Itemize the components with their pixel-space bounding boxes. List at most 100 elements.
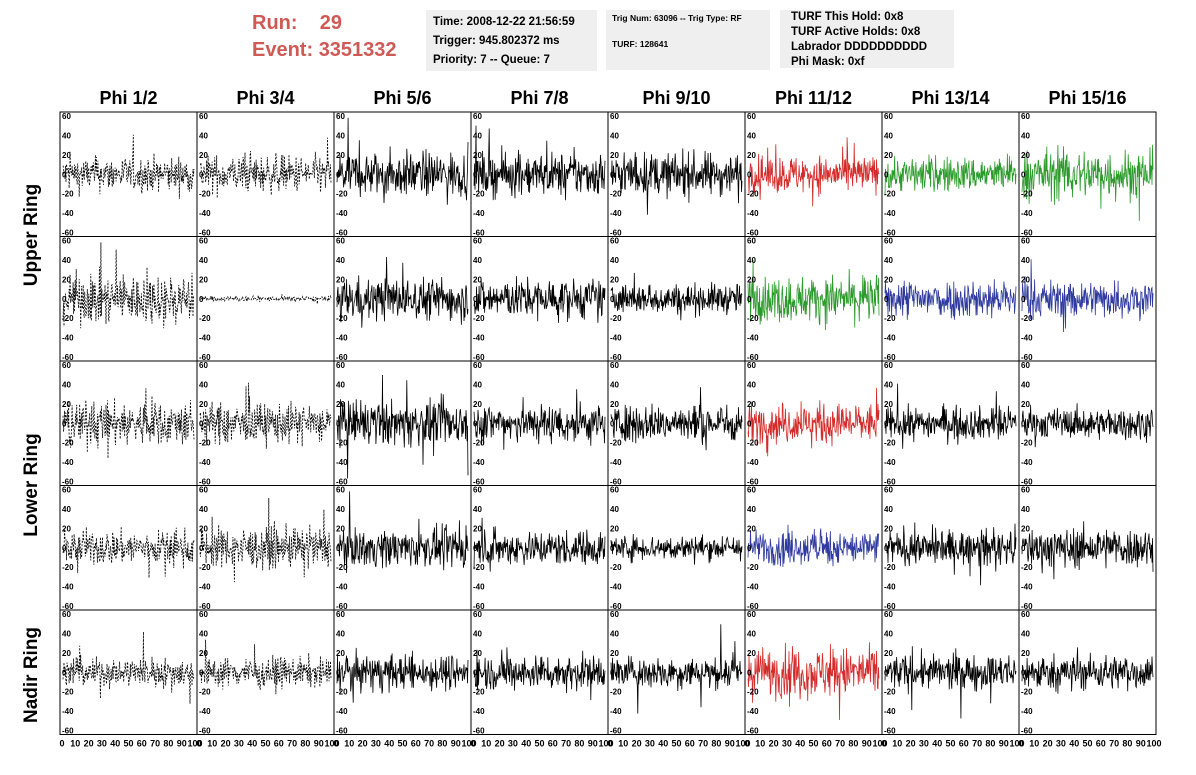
x-tick-label: 10 bbox=[481, 739, 491, 749]
y-tick-label: 20 bbox=[747, 275, 756, 284]
y-tick-label: 0 bbox=[199, 668, 204, 677]
x-tick-label: 30 bbox=[645, 739, 655, 749]
y-tick-label: -60 bbox=[473, 229, 485, 238]
x-tick-label: 40 bbox=[384, 739, 394, 749]
phi-mask-text: Phi Mask: 0xf bbox=[791, 56, 865, 68]
y-tick-label: 40 bbox=[610, 380, 619, 389]
y-tick-label: -20 bbox=[336, 563, 348, 572]
waveform-trace bbox=[747, 137, 880, 207]
y-tick-label: -40 bbox=[747, 707, 759, 716]
y-tick-label: 20 bbox=[1021, 400, 1030, 409]
y-tick-label: -20 bbox=[610, 439, 622, 448]
y-tick-label: 60 bbox=[199, 486, 208, 495]
y-tick-label: -20 bbox=[473, 190, 485, 199]
y-tick-label: -60 bbox=[473, 478, 485, 487]
y-tick-label: -60 bbox=[747, 727, 759, 736]
x-tick-label: 20 bbox=[495, 739, 505, 749]
x-tick-label: 70 bbox=[424, 739, 434, 749]
y-tick-label: 40 bbox=[336, 380, 345, 389]
waveform-trace bbox=[62, 526, 195, 578]
x-tick-label: 30 bbox=[782, 739, 792, 749]
y-tick-label: 40 bbox=[884, 131, 893, 140]
y-tick-label: 60 bbox=[1021, 112, 1030, 121]
y-tick-label: -20 bbox=[336, 190, 348, 199]
x-tick-label: 0 bbox=[333, 739, 338, 749]
y-tick-label: 60 bbox=[62, 610, 71, 619]
y-tick-label: -60 bbox=[747, 478, 759, 487]
y-tick-label: 0 bbox=[336, 170, 341, 179]
y-tick-label: 20 bbox=[1021, 649, 1030, 658]
waveform-trace bbox=[336, 256, 469, 328]
y-tick-label: 60 bbox=[1021, 610, 1030, 619]
x-tick-label: 90 bbox=[177, 739, 187, 749]
y-tick-label: 0 bbox=[1021, 544, 1026, 553]
y-tick-label: 60 bbox=[610, 237, 619, 246]
y-tick-label: -40 bbox=[610, 458, 622, 467]
y-tick-label: -60 bbox=[747, 353, 759, 362]
y-tick-label: 40 bbox=[747, 505, 756, 514]
x-tick-label: 80 bbox=[711, 739, 721, 749]
x-tick-label: 80 bbox=[574, 739, 584, 749]
y-tick-label: 0 bbox=[884, 668, 889, 677]
x-tick-label: 10 bbox=[70, 739, 80, 749]
waveform-trace bbox=[199, 639, 332, 695]
y-tick-label: 20 bbox=[884, 151, 893, 160]
y-tick-label: -20 bbox=[199, 688, 211, 697]
y-tick-label: -60 bbox=[336, 727, 348, 736]
y-tick-label: -20 bbox=[336, 439, 348, 448]
y-tick-label: -20 bbox=[747, 688, 759, 697]
x-tick-label: 100 bbox=[1146, 739, 1161, 749]
y-tick-label: -40 bbox=[747, 583, 759, 592]
x-tick-label: 30 bbox=[919, 739, 929, 749]
x-tick-label: 70 bbox=[972, 739, 982, 749]
trigger-text: Trigger: 945.802372 ms bbox=[433, 35, 560, 47]
x-tick-label: 40 bbox=[110, 739, 120, 749]
y-tick-label: 0 bbox=[62, 544, 67, 553]
y-tick-label: -40 bbox=[1021, 583, 1033, 592]
y-tick-label: 20 bbox=[610, 151, 619, 160]
y-tick-label: 60 bbox=[62, 486, 71, 495]
y-tick-label: 20 bbox=[473, 275, 482, 284]
y-tick-label: -20 bbox=[199, 563, 211, 572]
y-tick-label: -60 bbox=[473, 602, 485, 611]
y-tick-label: 60 bbox=[199, 112, 208, 121]
y-tick-label: -60 bbox=[336, 478, 348, 487]
column-header-phi-13-14: Phi 13/14 bbox=[911, 88, 990, 108]
y-tick-label: -40 bbox=[336, 334, 348, 343]
y-tick-label: -40 bbox=[473, 209, 485, 218]
x-tick-label: 10 bbox=[207, 739, 217, 749]
x-tick-label: 0 bbox=[59, 739, 64, 749]
y-tick-label: 40 bbox=[473, 131, 482, 140]
y-tick-label: 0 bbox=[62, 419, 67, 428]
x-tick-label: 100 bbox=[187, 739, 202, 749]
y-tick-label: 60 bbox=[62, 112, 71, 121]
y-tick-label: -40 bbox=[610, 707, 622, 716]
waveform-cell bbox=[1018, 609, 1157, 735]
y-tick-label: 40 bbox=[747, 256, 756, 265]
y-tick-label: -40 bbox=[747, 458, 759, 467]
waveform-trace bbox=[62, 242, 195, 329]
x-tick-label: 100 bbox=[461, 739, 476, 749]
y-tick-label: 20 bbox=[610, 400, 619, 409]
y-tick-label: -20 bbox=[1021, 190, 1033, 199]
y-tick-label: 20 bbox=[473, 151, 482, 160]
waveform-trace bbox=[1021, 259, 1154, 333]
y-tick-label: -20 bbox=[1021, 439, 1033, 448]
y-tick-label: -20 bbox=[473, 688, 485, 697]
x-tick-label: 60 bbox=[274, 739, 284, 749]
waveform-trace bbox=[62, 134, 195, 199]
waveform-trace bbox=[1021, 403, 1154, 448]
x-tick-label: 80 bbox=[437, 739, 447, 749]
y-tick-label: 0 bbox=[610, 544, 615, 553]
y-tick-label: -40 bbox=[884, 707, 896, 716]
waveform-trace bbox=[473, 647, 606, 701]
y-tick-label: -20 bbox=[336, 688, 348, 697]
y-tick-label: -60 bbox=[610, 229, 622, 238]
waveform-cell bbox=[59, 609, 198, 735]
y-tick-label: 40 bbox=[747, 629, 756, 638]
y-tick-label: 60 bbox=[336, 112, 345, 121]
y-tick-label: 40 bbox=[336, 131, 345, 140]
y-tick-label: 0 bbox=[336, 295, 341, 304]
y-tick-label: 40 bbox=[610, 131, 619, 140]
y-tick-label: -20 bbox=[747, 190, 759, 199]
